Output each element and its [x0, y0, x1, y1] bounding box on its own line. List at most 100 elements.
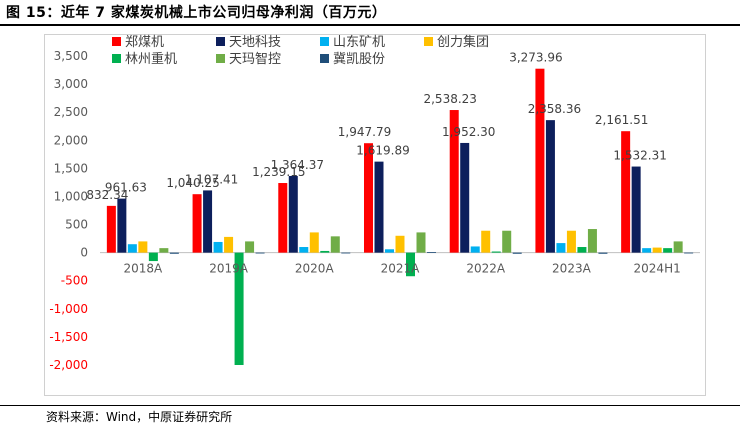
bar [535, 68, 545, 253]
y-tick-label: 3,500 [54, 49, 88, 63]
legend-swatch [320, 54, 329, 63]
bar [374, 161, 384, 253]
bar [330, 236, 340, 253]
bar [598, 252, 608, 254]
bar [192, 194, 202, 253]
y-tick-label: 3,000 [54, 77, 88, 91]
bar [502, 230, 512, 253]
bar [299, 247, 309, 253]
legend-label: 创力集团 [437, 34, 489, 50]
source-note: 资料来源：Wind，中原证券研究所 [46, 410, 233, 424]
bar [169, 252, 179, 254]
bar [481, 230, 491, 253]
bar [117, 198, 127, 253]
bar [395, 235, 405, 253]
legend-swatch [216, 54, 225, 63]
bar [106, 205, 116, 253]
bar [631, 166, 641, 253]
bar [673, 241, 683, 253]
bar [406, 252, 415, 277]
bar [213, 241, 223, 253]
legend-label: 冀凯股份 [333, 51, 385, 67]
source-rule [0, 405, 740, 406]
bar [278, 183, 288, 253]
bar [148, 252, 158, 262]
data-label: 832.34 [86, 188, 128, 202]
bar [684, 252, 694, 254]
y-tick-label: -500 [61, 274, 88, 288]
bar [663, 248, 673, 253]
data-label: 2,358.36 [528, 102, 581, 116]
bar [245, 241, 255, 253]
y-tick-label: 2,000 [54, 133, 88, 147]
bar [512, 252, 522, 254]
bar [587, 229, 597, 253]
y-tick-label: -2,000 [49, 358, 88, 372]
bar [385, 249, 394, 253]
bar [159, 248, 169, 253]
bar [427, 252, 436, 253]
bar [566, 230, 576, 253]
bar [341, 252, 351, 254]
x-tick-label: 2022A [466, 262, 506, 276]
data-label: 1,040.25 [166, 176, 219, 190]
bar [642, 248, 652, 253]
data-label: 1,952.30 [442, 125, 495, 139]
x-tick-label: 2020A [295, 262, 335, 276]
bar [470, 246, 480, 253]
legend-swatch [216, 37, 225, 46]
legend-swatch [424, 37, 433, 46]
legend-swatch [112, 54, 121, 63]
legend-swatch [320, 37, 329, 46]
bar [203, 190, 213, 253]
data-label: 1,364.37 [271, 158, 324, 172]
data-label: 1,239.15 [252, 165, 305, 179]
data-label: 2,538.23 [423, 92, 476, 106]
bar [556, 243, 566, 253]
y-tick-label: 2,500 [54, 105, 88, 119]
y-tick-label: 500 [65, 218, 88, 232]
legend-label: 林州重机 [125, 51, 177, 67]
data-label: 1,107.41 [185, 172, 238, 186]
y-tick-label: 1,000 [54, 189, 88, 203]
bar [255, 252, 265, 254]
bar [288, 175, 298, 253]
bar [309, 232, 319, 253]
bar [545, 120, 555, 253]
bar [621, 131, 631, 253]
y-tick-label: 0 [80, 246, 88, 260]
x-tick-label: 2024H1 [634, 262, 681, 276]
legend-label: 天地科技 [229, 35, 281, 50]
title-rule [0, 24, 740, 26]
data-label: 2,161.51 [595, 113, 648, 127]
bar [234, 252, 244, 365]
bar [364, 143, 373, 253]
figure-title: 图 15：近年 7 家煤炭机械上市公司归母净利润（百万元） [6, 5, 387, 21]
bar [652, 247, 662, 253]
bar [577, 247, 587, 253]
legend-label: 天玛智控 [229, 52, 281, 67]
bar [320, 250, 330, 253]
data-label: 1,619.89 [356, 144, 409, 158]
legend-label: 山东矿机 [333, 35, 385, 50]
x-tick-label: 2019A [209, 262, 249, 276]
y-tick-label: -1,500 [49, 330, 88, 344]
y-tick-label: 1,500 [54, 161, 88, 175]
y-tick-label: -1,000 [49, 302, 88, 316]
bar [224, 236, 234, 253]
bar [138, 241, 148, 253]
data-label: 1,947.79 [338, 125, 391, 139]
x-tick-label: 2023A [552, 262, 592, 276]
legend-label: 郑煤机 [125, 35, 164, 50]
data-label: 1,532.31 [613, 149, 666, 163]
bar [460, 142, 470, 253]
bar [416, 232, 426, 253]
data-label: 961.63 [105, 181, 147, 195]
x-tick-label: 2021A [381, 262, 421, 276]
bar [491, 251, 501, 253]
data-label: 3,273.96 [509, 51, 562, 65]
bar [449, 110, 459, 253]
x-tick-label: 2018A [123, 262, 163, 276]
bar [127, 244, 137, 253]
